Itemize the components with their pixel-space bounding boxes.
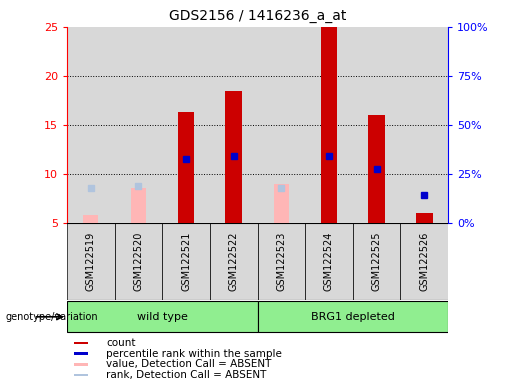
Text: count: count [106,338,136,348]
Bar [210,223,258,300]
Bar [321,27,337,223]
Bar [258,223,305,300]
Bar [416,213,433,223]
Bar [74,363,89,366]
Bar [162,27,210,223]
Text: percentile rank within the sample: percentile rank within the sample [106,349,282,359]
Bar [305,27,353,223]
Bar [401,27,448,223]
Text: GSM122521: GSM122521 [181,232,191,291]
Bar [305,223,353,300]
Bar [74,374,89,376]
Text: GSM122520: GSM122520 [133,232,143,291]
Bar [274,184,289,223]
Bar [83,215,98,223]
Text: GSM122525: GSM122525 [372,232,382,291]
Text: value, Detection Call = ABSENT: value, Detection Call = ABSENT [106,359,272,369]
Bar [114,27,162,223]
Bar [67,301,258,332]
Bar [353,27,401,223]
Text: genotype/variation: genotype/variation [5,312,98,322]
Text: GSM122522: GSM122522 [229,232,238,291]
Text: GSM122526: GSM122526 [419,232,429,291]
Text: BRG1 depleted: BRG1 depleted [311,312,394,322]
Bar [401,223,448,300]
Bar [67,223,115,300]
Bar [226,91,242,223]
Bar [131,189,146,223]
Bar [368,115,385,223]
Bar [162,223,210,300]
Text: GSM122524: GSM122524 [324,232,334,291]
Title: GDS2156 / 1416236_a_at: GDS2156 / 1416236_a_at [169,9,346,23]
Bar [74,342,89,344]
Bar [353,223,401,300]
Bar [67,27,115,223]
Text: rank, Detection Call = ABSENT: rank, Detection Call = ABSENT [106,370,267,380]
Bar [74,353,89,355]
Bar [258,301,448,332]
Text: GSM122523: GSM122523 [277,232,286,291]
Text: wild type: wild type [137,312,187,322]
Bar [178,112,194,223]
Bar [258,27,305,223]
Text: GSM122519: GSM122519 [86,232,96,291]
Bar [210,27,258,223]
Bar [114,223,162,300]
